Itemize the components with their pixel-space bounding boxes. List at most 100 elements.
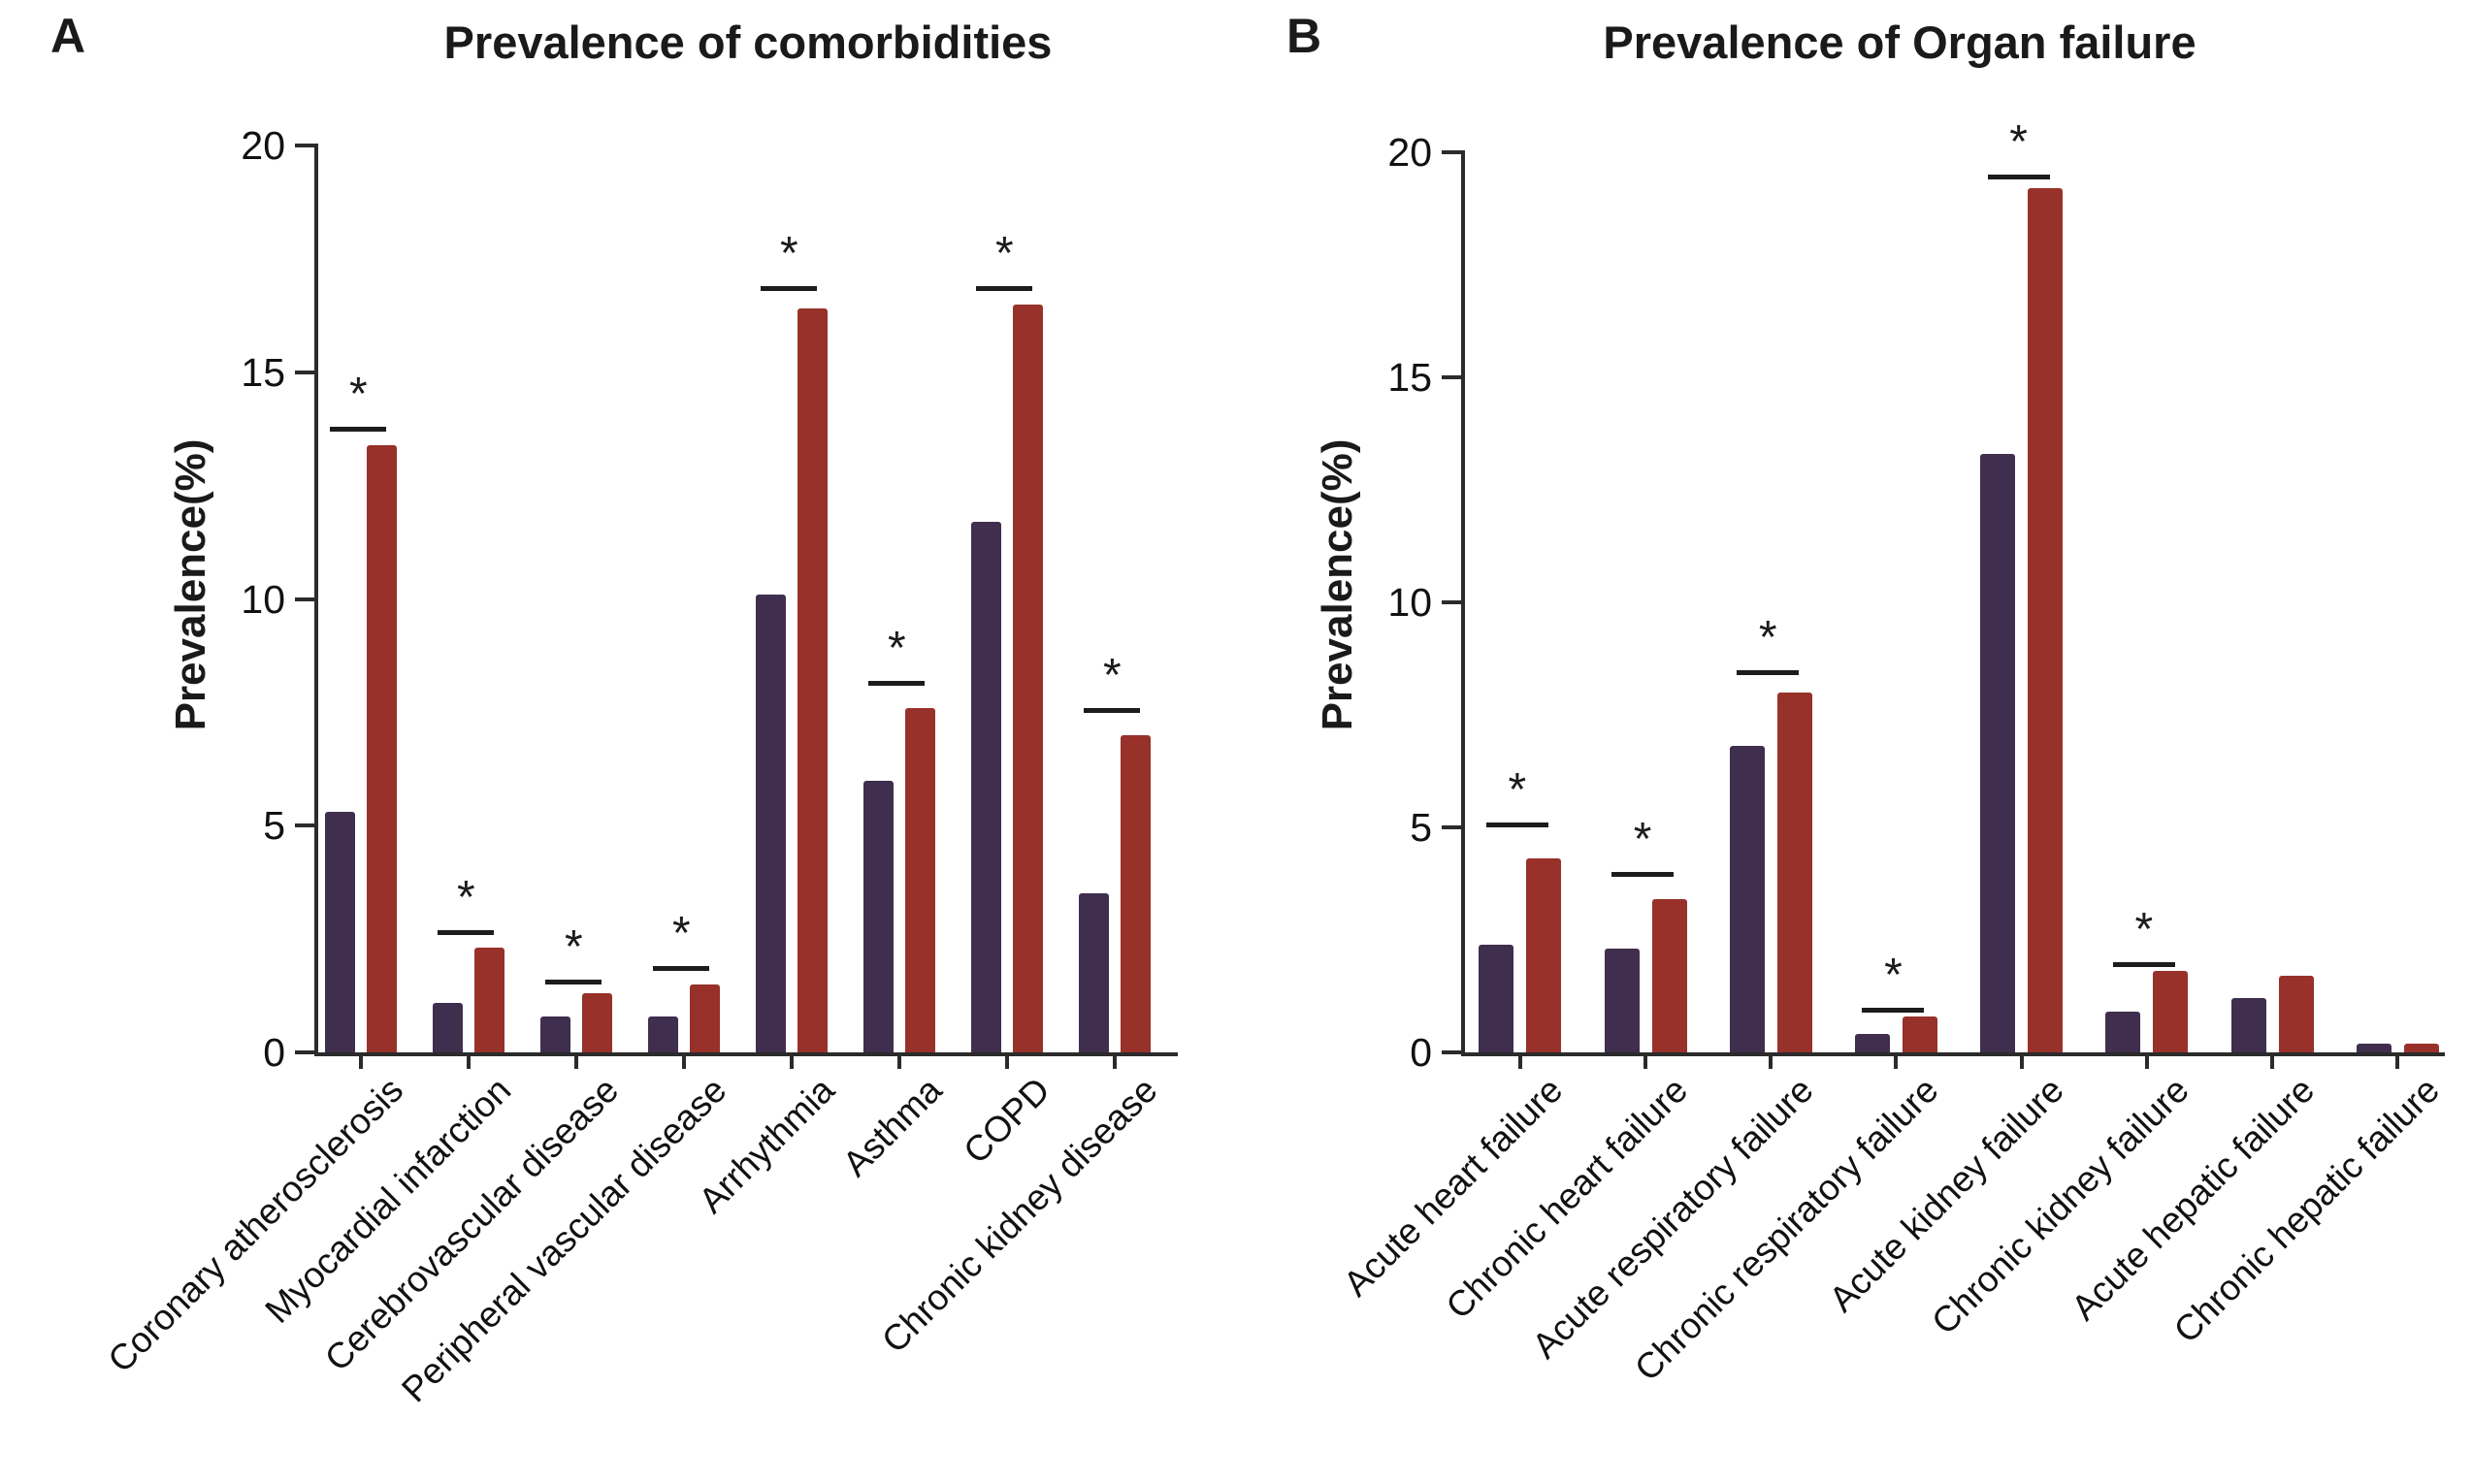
panel-a-sig-line-6: [976, 285, 1033, 291]
panel-a-sig-line-0: [330, 426, 387, 432]
panel-b-x-label-acute-heart-failure: Acute heart failure: [1335, 1070, 1570, 1305]
panel-b-bar-acute-hepatic-failure-series-1-dark-purple: [2230, 998, 2266, 1052]
panel-b-sig-line-2: [1737, 669, 1800, 675]
panel-b-bar-chronic-hepatic-failure-series-2-dark-red: [2403, 1043, 2439, 1052]
panel-b-x-label-acute-kidney-failure: Acute kidney failure: [1821, 1070, 2071, 1320]
panel-a-bar-peripheral-vascular-disease-series-2-dark-red: [690, 984, 721, 1052]
panel-a-sig-star-6: *: [995, 227, 1014, 279]
panel-b-sig-star-0: *: [1508, 764, 1527, 817]
panel-a-sig-line-4: [761, 285, 818, 291]
panel-a-sig-line-2: [545, 980, 602, 985]
panel-a-title: Prevalence of comorbidities: [443, 16, 1053, 68]
panel-b-sig-line-4: [1987, 175, 2050, 180]
panel-b-bar-acute-hepatic-failure-series-2-dark-red: [2278, 976, 2314, 1052]
panel-a-letter: A: [50, 9, 86, 63]
panel-b-y-tick-label-15: 15: [1387, 355, 1432, 400]
panel-a-bar-myocardial-infarction-series-1-dark-purple: [433, 1002, 464, 1052]
panel-a-y-tick-10: [295, 597, 318, 601]
panel-b-x-tick-chronic-respiratory-failure: [1894, 1056, 1899, 1069]
panel-a-sig-star-3: *: [672, 908, 691, 960]
panel-a-bar-asthma-series-2-dark-red: [905, 707, 936, 1052]
panel-a-y-tick-label-20: 20: [241, 123, 285, 168]
panel-a-x-tick-myocardial-infarction: [467, 1056, 472, 1069]
panel-a-x-label-copd: COPD: [955, 1070, 1058, 1172]
panel-a-bar-arrhythmia-series-2-dark-red: [797, 308, 829, 1052]
panel-a-bar-chronic-kidney-disease-series-1-dark-purple: [1079, 893, 1110, 1052]
panel-a-sig-line-7: [1084, 707, 1141, 713]
panel-b-sig-star-4: *: [2009, 116, 2028, 169]
panel-b-y-tick-label-10: 10: [1387, 580, 1432, 625]
panel-b-bar-acute-heart-failure-series-1-dark-purple: [1479, 944, 1514, 1052]
panel-b-bar-acute-respiratory-failure-series-2-dark-red: [1776, 692, 1812, 1052]
panel-a-sig-line-1: [438, 929, 495, 935]
panel-a-bar-cerebrovascular-disease-series-2-dark-red: [582, 993, 613, 1052]
panel-b-y-tick-5: [1442, 825, 1465, 829]
panel-b-title: Prevalence of Organ failure: [1603, 16, 2196, 68]
panel-a-sig-star-5: *: [888, 622, 906, 674]
panel-a-y-tick-label-10: 10: [241, 576, 285, 622]
panel-a-sig-star-1: *: [457, 871, 475, 923]
panel-b-bar-chronic-respiratory-failure-series-2-dark-red: [1902, 1016, 1937, 1052]
panel-b-sig-star-3: *: [1884, 949, 1903, 1001]
panel-a-y-tick-label-5: 5: [263, 803, 285, 849]
panel-a-bar-coronary-atherosclerosis-series-1-dark-purple: [325, 812, 356, 1052]
panel-b-x-tick-acute-kidney-failure: [2019, 1056, 2024, 1069]
panel-b-sig-star-2: *: [1758, 611, 1777, 663]
panel-a-bar-asthma-series-1-dark-purple: [863, 780, 895, 1052]
panel-a-y-tick-15: [295, 370, 318, 374]
panel-a-x-tick-copd: [1005, 1056, 1010, 1069]
panel-b-bar-chronic-kidney-failure-series-1-dark-purple: [2105, 1012, 2141, 1052]
panel-b-bar-chronic-hepatic-failure-series-1-dark-purple: [2356, 1043, 2392, 1052]
panel-b-x-tick-acute-respiratory-failure: [1769, 1056, 1773, 1069]
panel-b-sig-line-5: [2112, 962, 2175, 968]
panel-b-bar-chronic-kidney-failure-series-2-dark-red: [2153, 971, 2189, 1052]
panel-b-bar-acute-respiratory-failure-series-1-dark-purple: [1729, 746, 1765, 1052]
panel-b-bar-chronic-heart-failure-series-1-dark-purple: [1604, 949, 1640, 1052]
panel-a-x-axis: [314, 1052, 1178, 1056]
panel-a-x-tick-coronary-atherosclerosis: [359, 1056, 364, 1069]
panel-a-x-tick-cerebrovascular-disease: [574, 1056, 579, 1069]
panel-a-x-label-asthma: Asthma: [834, 1070, 950, 1184]
panel-a-bar-arrhythmia-series-1-dark-purple: [756, 594, 787, 1052]
panel-a-bar-copd-series-1-dark-purple: [971, 522, 1002, 1052]
panel-b-sig-star-5: *: [2134, 904, 2154, 956]
panel-a-sig-star-0: *: [349, 368, 368, 420]
panel-a-x-tick-asthma: [897, 1056, 902, 1069]
panel-a-bar-myocardial-infarction-series-2-dark-red: [474, 948, 505, 1052]
panel-b-x-tick-chronic-kidney-failure: [2144, 1056, 2149, 1069]
panel-a-bar-coronary-atherosclerosis-series-2-dark-red: [367, 444, 398, 1052]
panel-a-y-tick-0: [295, 1050, 318, 1054]
panel-b-sig-line-3: [1862, 1007, 1925, 1013]
panel-b-sig-line-1: [1611, 872, 1675, 878]
panel-a-y-tick-label-15: 15: [241, 349, 285, 395]
panel-a-bar-cerebrovascular-disease-series-1-dark-purple: [540, 1016, 571, 1052]
panel-b-x-tick-chronic-heart-failure: [1643, 1056, 1648, 1069]
panel-a-sig-line-3: [653, 966, 710, 972]
panel-a-x-tick-chronic-kidney-disease: [1113, 1056, 1118, 1069]
panel-b-y-tick-label-20: 20: [1387, 130, 1432, 175]
panel-a-x-tick-peripheral-vascular-disease: [682, 1056, 687, 1069]
panel-a-bar-peripheral-vascular-disease-series-1-dark-purple: [648, 1016, 679, 1052]
panel-b-bar-chronic-respiratory-failure-series-1-dark-purple: [1854, 1034, 1890, 1052]
panel-b-y-tick-20: [1442, 150, 1465, 154]
panel-b-x-tick-acute-heart-failure: [1517, 1056, 1522, 1069]
panel-b-x-label-chronic-heart-failure: Chronic heart failure: [1438, 1070, 1696, 1327]
panel-a-y-tick-5: [295, 823, 318, 828]
panel-a-bar-chronic-kidney-disease-series-2-dark-red: [1121, 734, 1152, 1052]
panel-b-x-tick-chronic-hepatic-failure: [2395, 1056, 2400, 1069]
panel-b-y-tick-10: [1442, 600, 1465, 604]
panel-a-x-tick-arrhythmia: [790, 1056, 795, 1069]
panel-a-sig-line-5: [868, 680, 926, 686]
panel-b-bar-acute-heart-failure-series-2-dark-red: [1526, 858, 1562, 1052]
panel-a-sig-star-2: *: [565, 921, 583, 974]
panel-a-sig-star-4: *: [780, 227, 798, 279]
panel-b-y-tick-0: [1442, 1050, 1465, 1054]
panel-a-y-tick-20: [295, 144, 318, 147]
panel-b-x-tick-acute-hepatic-failure: [2270, 1056, 2275, 1069]
panel-b-bar-acute-kidney-failure-series-2-dark-red: [2028, 188, 2064, 1052]
panel-b-x-axis: [1461, 1052, 2445, 1056]
panel-b-x-label-acute-hepatic-failure: Acute hepatic failure: [2063, 1070, 2323, 1329]
panel-b-bar-acute-kidney-failure-series-1-dark-purple: [1980, 453, 2016, 1052]
panel-b-y-tick-label-0: 0: [1410, 1030, 1432, 1075]
panel-a-sig-star-7: *: [1103, 649, 1122, 701]
